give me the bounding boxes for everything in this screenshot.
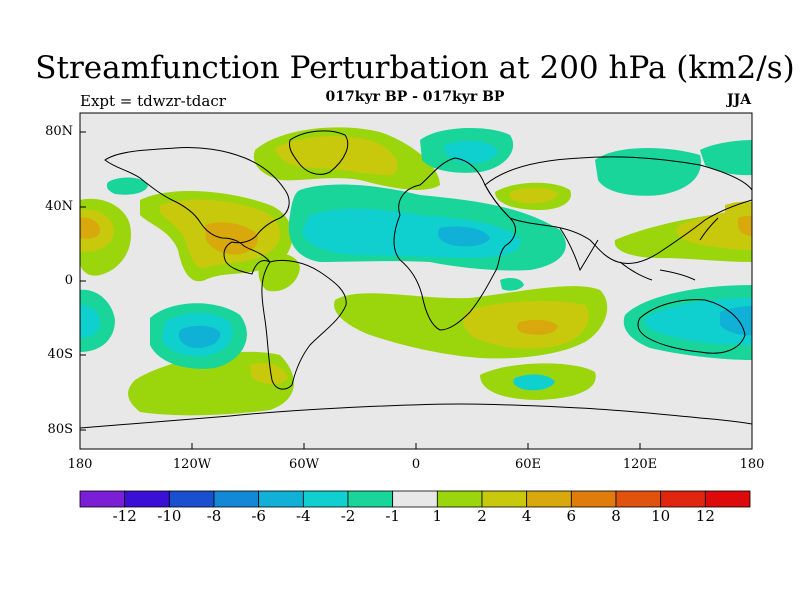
colorbar-label: -8 — [206, 507, 222, 525]
colorbar-label: -4 — [296, 507, 311, 525]
negative-anomalies — [80, 128, 752, 391]
colorbar-label: -2 — [340, 507, 356, 525]
colorbar-swatch — [615, 490, 662, 508]
period-label: 017kyr BP - 017kyr BP — [325, 89, 505, 105]
lon-label-0: 0 — [411, 457, 421, 472]
map-field — [80, 113, 752, 449]
colorbar-label: -1 — [385, 507, 400, 525]
lon-label-120w: 120W — [172, 457, 212, 472]
colorbar-swatch — [168, 490, 215, 508]
colorbar-swatch — [392, 490, 438, 508]
anomaly-alaska — [106, 177, 148, 195]
colorbar-swatch — [660, 490, 706, 508]
colorbar-label: 4 — [521, 507, 532, 525]
colorbar-swatch — [258, 490, 304, 508]
lon-label-120e: 120E — [622, 457, 658, 472]
lon-label-180e: 180 — [739, 457, 765, 472]
coast-india — [559, 227, 599, 272]
lat-label-80n: 80N — [45, 124, 73, 139]
colorbar-label: -6 — [251, 507, 266, 525]
anomaly-middle-east-max — [438, 226, 490, 247]
colorbar-swatch — [436, 490, 483, 508]
colorbar-label: 1 — [432, 507, 443, 525]
anomaly-pacific-west-max — [80, 217, 100, 239]
colorbar — [79, 490, 751, 508]
anomaly-west-edge-south-core — [80, 305, 100, 338]
coastlines — [80, 130, 752, 429]
colorbar-label: 8 — [611, 507, 621, 525]
colorbar-swatch — [124, 490, 170, 508]
colorbar-label: 2 — [477, 507, 487, 525]
colorbar-swatch — [347, 490, 394, 508]
anomaly-australia-max — [720, 306, 752, 336]
coast-europe-africa — [393, 157, 516, 331]
colorbar-swatch — [213, 490, 260, 508]
coast-north-america — [104, 147, 290, 275]
coast-australia — [637, 299, 746, 354]
colorbar-label: 12 — [695, 507, 715, 525]
anomaly-pacific-east-edge-max — [738, 215, 752, 236]
colorbar-swatch — [704, 490, 751, 508]
anomaly-greenland-core — [275, 136, 398, 176]
colorbar-label: 10 — [651, 507, 671, 525]
colorbar-swatch — [302, 490, 349, 508]
anomaly-south-pacific-trough-max — [178, 325, 221, 348]
anomaly-south-indian-max — [517, 319, 558, 335]
lat-label-80s: 80S — [47, 422, 73, 437]
anomaly-scandinavia-core — [444, 140, 498, 164]
season-label: JJA — [727, 92, 752, 108]
coast-antarctica — [80, 403, 752, 429]
colorbar-label: 6 — [566, 507, 577, 525]
coast-south-america — [261, 259, 347, 390]
anomaly-siberia — [595, 148, 701, 196]
axis-ticks — [79, 131, 753, 449]
colorbar-swatch — [570, 490, 617, 508]
anomaly-australia-core — [644, 298, 752, 345]
coast-greenland — [289, 130, 349, 175]
colorbar-label: -10 — [157, 507, 182, 525]
lat-label-40s: 40S — [47, 347, 73, 362]
lat-label-40n: 40N — [45, 199, 73, 214]
colorbar-label: -12 — [112, 507, 137, 525]
map-title: Streamfunction Perturbation at 200 hPa (… — [35, 50, 795, 86]
lon-label-60w: 60W — [289, 457, 319, 472]
colorbar-swatch — [526, 490, 572, 508]
lon-label-60e: 60E — [514, 457, 542, 472]
lon-label-180w: 180 — [67, 457, 93, 472]
anomaly-southern-ocean-core — [513, 374, 555, 391]
lat-label-equator: 0 — [64, 273, 73, 288]
colorbar-swatch — [79, 490, 126, 508]
experiment-label: Expt = tdwzr-tdacr — [80, 92, 226, 110]
anomaly-north-pacific-arctic — [700, 140, 752, 176]
coast-islands — [619, 217, 719, 281]
anomaly-south-pacific-core — [250, 363, 288, 385]
anomaly-atlantic-small — [500, 277, 524, 291]
coast-asia — [484, 156, 752, 265]
colorbar-swatch — [481, 490, 528, 508]
anomaly-central-asia-core — [509, 187, 558, 204]
